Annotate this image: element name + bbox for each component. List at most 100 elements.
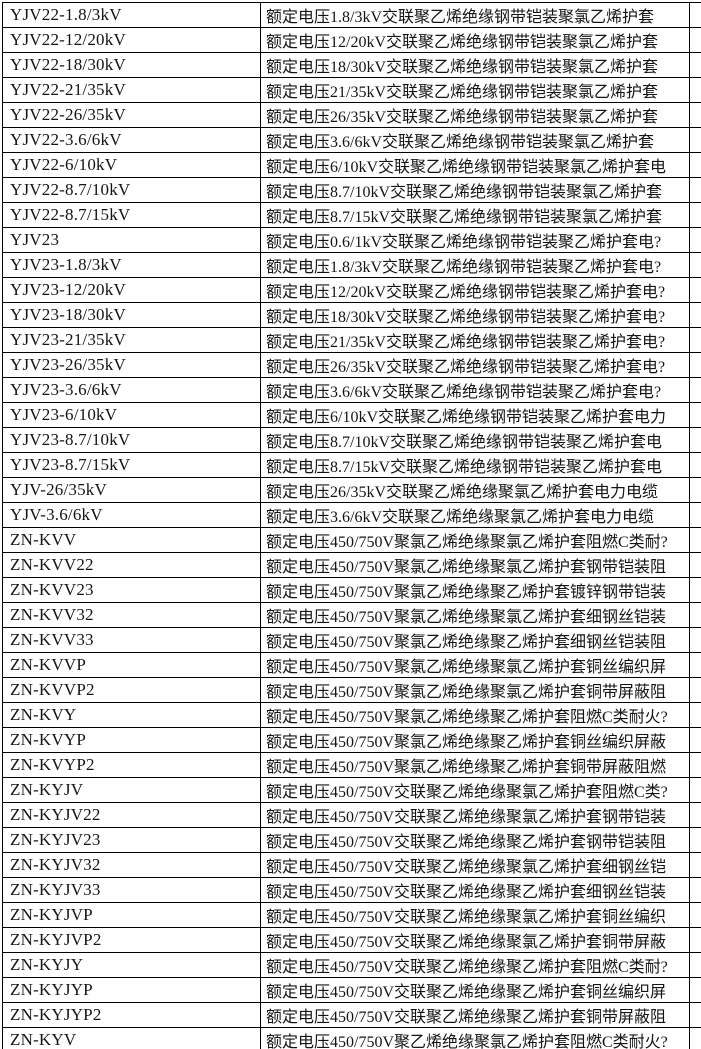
table-row: ZN-KVYP2 额定电压450/750V聚氯乙烯绝缘聚乙烯护套铜带屏蔽阻燃	[2, 752, 701, 778]
cable-description-cell: 额定电压1.8/3kV交联聚乙烯绝缘钢带铠装聚乙烯护套电?	[260, 252, 690, 278]
cable-model-cell: ZN-KVV32	[2, 602, 261, 628]
table-row: YJV22-26/35kV 额定电压26/35kV交联聚乙烯绝缘钢带铠装聚氯乙烯…	[2, 102, 701, 128]
empty-spacer-cell	[689, 652, 701, 678]
empty-spacer-cell	[689, 202, 701, 228]
cable-model-cell: ZN-KVVP	[2, 652, 261, 678]
table-row: YJV-26/35kV 额定电压26/35kV交联聚乙烯绝缘聚氯乙烯护套电力电缆	[2, 477, 701, 503]
empty-spacer-cell	[689, 27, 701, 53]
cable-description-cell: 额定电压3.6/6kV交联聚乙烯绝缘钢带铠装聚氯乙烯护套	[260, 127, 690, 153]
cable-model-cell: ZN-KVYP2	[2, 752, 261, 778]
cable-description-cell: 额定电压450/750V聚氯乙烯绝缘聚氯乙烯护套阻燃C类耐?	[260, 527, 690, 553]
cable-model-cell: ZN-KYJV	[2, 777, 261, 803]
table-row: ZN-KYJV23 额定电压450/750V交联聚乙烯绝缘聚乙烯护套钢带铠装阻	[2, 827, 701, 853]
table-row: ZN-KVV22 额定电压450/750V聚氯乙烯绝缘聚氯乙烯护套钢带铠装阻	[2, 552, 701, 578]
cable-model-cell: YJV23-8.7/10kV	[2, 427, 261, 453]
cable-model-cell: YJV22-12/20kV	[2, 27, 261, 53]
table-row: ZN-KYJYP2 额定电压450/750V交联聚乙烯绝缘聚乙烯护套铜带屏蔽阻	[2, 1002, 701, 1028]
empty-spacer-cell	[689, 877, 701, 903]
cable-description-cell: 额定电压6/10kV交联聚乙烯绝缘钢带铠装聚乙烯护套电力	[260, 402, 690, 428]
table-row: YJV23-12/20kV 额定电压12/20kV交联聚乙烯绝缘钢带铠装聚乙烯护…	[2, 277, 701, 303]
table-row: YJV23 额定电压0.6/1kV交联聚乙烯绝缘钢带铠装聚乙烯护套电?	[2, 227, 701, 253]
cable-description-cell: 额定电压450/750V交联聚乙烯绝缘聚乙烯护套细钢丝铠装	[260, 877, 690, 903]
table-row: YJV23-8.7/10kV 额定电压8.7/10kV交联聚乙烯绝缘钢带铠装聚乙…	[2, 427, 701, 453]
cable-model-cell: YJV23-6/10kV	[2, 402, 261, 428]
table-row: ZN-KVV33 额定电压450/750V聚氯乙烯绝缘聚乙烯护套细钢丝铠装阻	[2, 627, 701, 653]
cable-description-cell: 额定电压8.7/10kV交联聚乙烯绝缘钢带铠装聚氯乙烯护套	[260, 177, 690, 203]
cable-model-cell: YJV22-6/10kV	[2, 152, 261, 178]
table-row: ZN-KYV 额定电压450/750V聚乙烯绝缘聚氯乙烯护套阻燃C类耐火?	[2, 1027, 701, 1049]
cable-description-cell: 额定电压450/750V交联聚乙烯绝缘聚氯乙烯护套铜丝编织	[260, 902, 690, 928]
empty-spacer-cell	[689, 777, 701, 803]
cable-model-cell: ZN-KVV22	[2, 552, 261, 578]
empty-spacer-cell	[689, 752, 701, 778]
table-row: YJV23-18/30kV 额定电压18/30kV交联聚乙烯绝缘钢带铠装聚乙烯护…	[2, 302, 701, 328]
cable-model-cell: YJV23-12/20kV	[2, 277, 261, 303]
cable-description-cell: 额定电压450/750V交联聚乙烯绝缘聚乙烯护套铜带屏蔽阻	[260, 1002, 690, 1028]
empty-spacer-cell	[689, 952, 701, 978]
cable-model-cell: ZN-KYJV23	[2, 827, 261, 853]
empty-spacer-cell	[689, 52, 701, 78]
cable-description-cell: 额定电压450/750V交联聚乙烯绝缘聚乙烯护套铜丝编织屏	[260, 977, 690, 1003]
empty-spacer-cell	[689, 377, 701, 403]
cable-model-cell: YJV23-8.7/15kV	[2, 452, 261, 478]
empty-spacer-cell	[689, 227, 701, 253]
cable-model-cell: YJV23-1.8/3kV	[2, 252, 261, 278]
empty-spacer-cell	[689, 152, 701, 178]
table-row: YJV22-6/10kV 额定电压6/10kV交联聚乙烯绝缘钢带铠装聚氯乙烯护套…	[2, 152, 701, 178]
cable-model-cell: YJV23-3.6/6kV	[2, 377, 261, 403]
cable-model-cell: ZN-KYJVP2	[2, 927, 261, 953]
table-row: ZN-KVVP2 额定电压450/750V聚氯乙烯绝缘聚氯乙烯护套铜带屏蔽阻	[2, 677, 701, 703]
cable-description-cell: 额定电压18/30kV交联聚乙烯绝缘钢带铠装聚氯乙烯护套	[260, 52, 690, 78]
empty-spacer-cell	[689, 452, 701, 478]
table-row: YJV22-18/30kV 额定电压18/30kV交联聚乙烯绝缘钢带铠装聚氯乙烯…	[2, 52, 701, 78]
cable-description-cell: 额定电压450/750V聚氯乙烯绝缘聚乙烯护套铜带屏蔽阻燃	[260, 752, 690, 778]
cable-description-cell: 额定电压0.6/1kV交联聚乙烯绝缘钢带铠装聚乙烯护套电?	[260, 227, 690, 253]
empty-spacer-cell	[689, 127, 701, 153]
table-row: ZN-KYJV33 额定电压450/750V交联聚乙烯绝缘聚乙烯护套细钢丝铠装	[2, 877, 701, 903]
table-row: YJV23-8.7/15kV 额定电压8.7/15kV交联聚乙烯绝缘钢带铠装聚乙…	[2, 452, 701, 478]
cable-description-cell: 额定电压3.6/6kV交联聚乙烯绝缘聚氯乙烯护套电力电缆	[260, 502, 690, 528]
cable-model-cell: YJV22-18/30kV	[2, 52, 261, 78]
table-row: ZN-KYJVP 额定电压450/750V交联聚乙烯绝缘聚氯乙烯护套铜丝编织	[2, 902, 701, 928]
table-row: ZN-KVV 额定电压450/750V聚氯乙烯绝缘聚氯乙烯护套阻燃C类耐?	[2, 527, 701, 553]
cable-description-cell: 额定电压450/750V交联聚乙烯绝缘聚氯乙烯护套铜带屏蔽	[260, 927, 690, 953]
cable-model-cell: ZN-KVV	[2, 527, 261, 553]
table-row: YJV22-1.8/3kV 额定电压1.8/3kV交联聚乙烯绝缘钢带铠装聚氯乙烯…	[2, 2, 701, 28]
empty-spacer-cell	[689, 727, 701, 753]
cable-description-cell: 额定电压3.6/6kV交联聚乙烯绝缘钢带铠装聚乙烯护套电?	[260, 377, 690, 403]
cable-model-cell: ZN-KVV33	[2, 627, 261, 653]
table-row: YJV22-3.6/6kV 额定电压3.6/6kV交联聚乙烯绝缘钢带铠装聚氯乙烯…	[2, 127, 701, 153]
empty-spacer-cell	[689, 627, 701, 653]
cable-description-cell: 额定电压450/750V交联聚乙烯绝缘聚氯乙烯护套阻燃C类?	[260, 777, 690, 803]
cable-model-cell: YJV-26/35kV	[2, 477, 261, 503]
cable-description-cell: 额定电压8.7/15kV交联聚乙烯绝缘钢带铠装聚氯乙烯护套	[260, 202, 690, 228]
table-row: ZN-KYJVP2 额定电压450/750V交联聚乙烯绝缘聚氯乙烯护套铜带屏蔽	[2, 927, 701, 953]
empty-spacer-cell	[689, 977, 701, 1003]
table-row: YJV22-12/20kV 额定电压12/20kV交联聚乙烯绝缘钢带铠装聚氯乙烯…	[2, 27, 701, 53]
cable-model-cell: YJV23-18/30kV	[2, 302, 261, 328]
cable-model-cell: YJV-3.6/6kV	[2, 502, 261, 528]
table-row: YJV22-21/35kV 额定电压21/35kV交联聚乙烯绝缘钢带铠装聚氯乙烯…	[2, 77, 701, 103]
cable-description-cell: 额定电压450/750V聚氯乙烯绝缘聚氯乙烯护套钢带铠装阻	[260, 552, 690, 578]
empty-spacer-cell	[689, 327, 701, 353]
cable-model-cell: ZN-KVYP	[2, 727, 261, 753]
table-row: YJV-3.6/6kV 额定电压3.6/6kV交联聚乙烯绝缘聚氯乙烯护套电力电缆	[2, 502, 701, 528]
table-row: ZN-KVVP 额定电压450/750V聚氯乙烯绝缘聚氯乙烯护套铜丝编织屏	[2, 652, 701, 678]
cable-description-cell: 额定电压26/35kV交联聚乙烯绝缘聚氯乙烯护套电力电缆	[260, 477, 690, 503]
cable-model-cell: YJV22-26/35kV	[2, 102, 261, 128]
cable-model-cell: YJV22-3.6/6kV	[2, 127, 261, 153]
empty-spacer-cell	[689, 827, 701, 853]
cable-description-cell: 额定电压1.8/3kV交联聚乙烯绝缘钢带铠装聚氯乙烯护套	[260, 2, 690, 28]
table-row: YJV23-1.8/3kV 额定电压1.8/3kV交联聚乙烯绝缘钢带铠装聚乙烯护…	[2, 252, 701, 278]
cable-model-cell: YJV22-1.8/3kV	[2, 2, 261, 28]
empty-spacer-cell	[689, 177, 701, 203]
cable-model-cell: YJV23-26/35kV	[2, 352, 261, 378]
cable-model-cell: YJV22-8.7/15kV	[2, 202, 261, 228]
empty-spacer-cell	[689, 527, 701, 553]
cable-description-cell: 额定电压26/35kV交联聚乙烯绝缘钢带铠装聚氯乙烯护套	[260, 102, 690, 128]
table-row: ZN-KVV32 额定电压450/750V聚氯乙烯绝缘聚氯乙烯护套细钢丝铠装	[2, 602, 701, 628]
cable-description-cell: 额定电压450/750V聚氯乙烯绝缘聚乙烯护套阻燃C类耐火?	[260, 702, 690, 728]
cable-model-cell: ZN-KYJV22	[2, 802, 261, 828]
